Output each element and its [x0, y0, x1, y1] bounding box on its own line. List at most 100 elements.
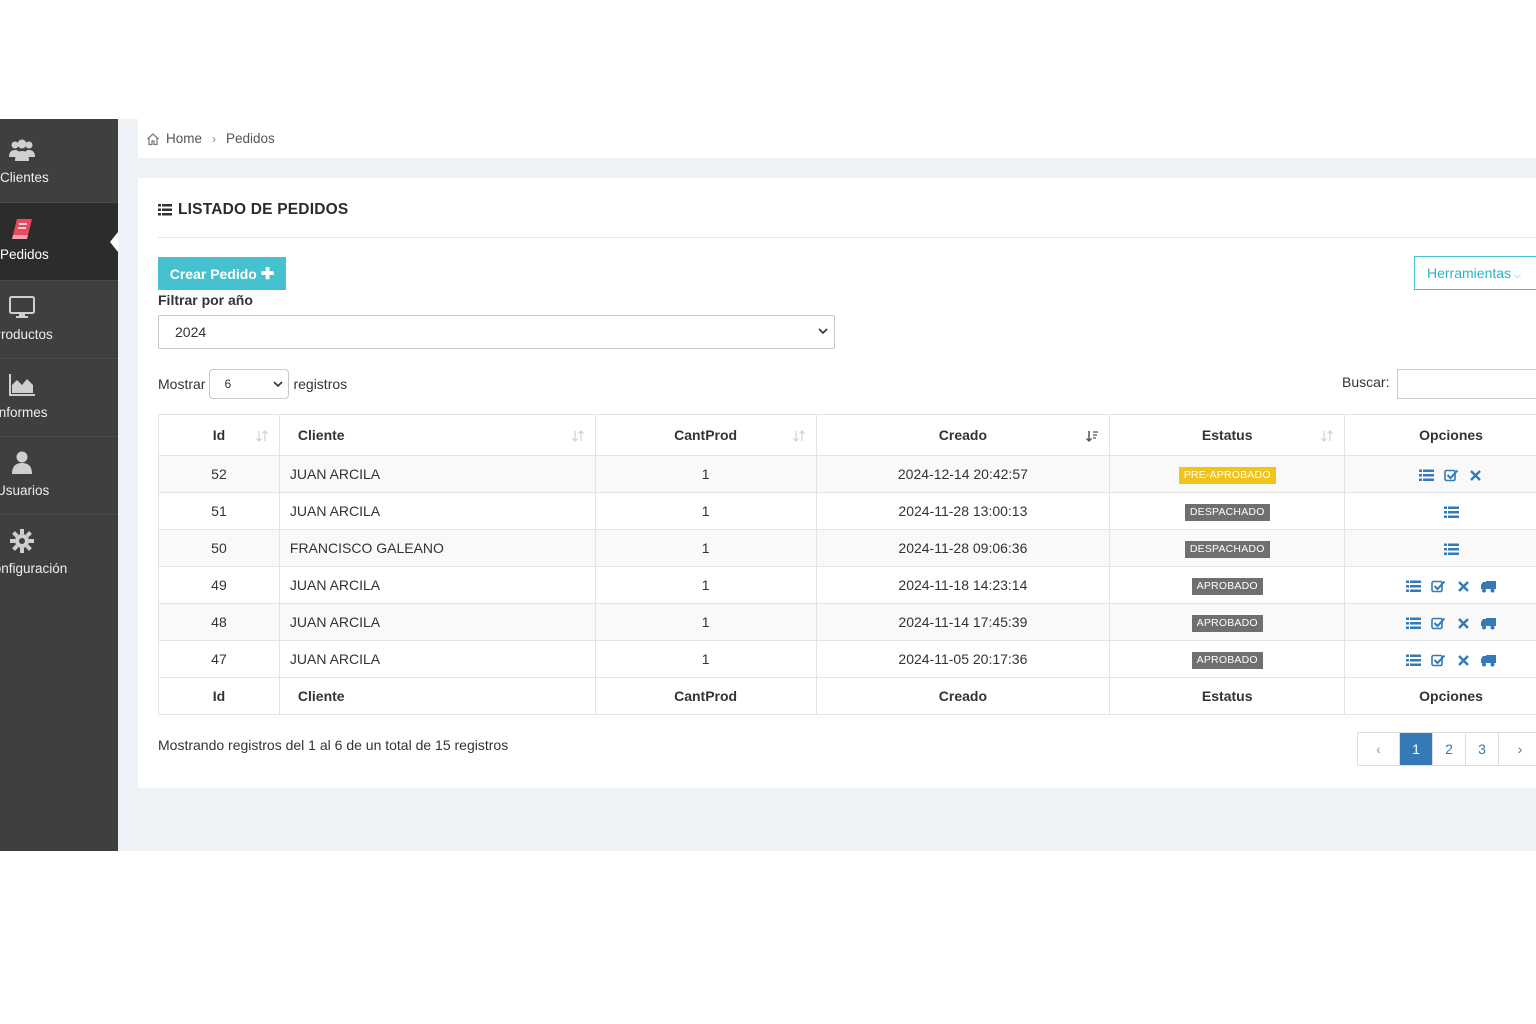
sidebar-item-productos[interactable]: Productos	[0, 281, 118, 359]
gear-icon	[10, 529, 34, 553]
breadcrumb-home-link[interactable]: Home	[166, 131, 203, 146]
book-icon	[12, 219, 32, 239]
chevron-down-icon: ⌵	[1514, 270, 1521, 280]
view-details-icon[interactable]	[1443, 543, 1459, 556]
view-details-icon[interactable]	[1406, 580, 1422, 593]
column-header-estatus[interactable]: Estatus	[1109, 414, 1346, 456]
cell-estatus: DESPACHADO	[1109, 529, 1346, 567]
column-header-id[interactable]: Id	[158, 414, 280, 456]
view-details-icon[interactable]	[1406, 617, 1422, 630]
cell-cantprod: 1	[594, 603, 817, 641]
cell-cliente: JUAN ARCILA	[278, 566, 596, 604]
year-filter-select[interactable]: 2024	[158, 315, 835, 349]
cell-cliente: JUAN ARCILA	[278, 492, 596, 530]
sidebar-item-label: Clientes	[0, 170, 49, 185]
table-row: 51 JUAN ARCILA 1 2024-11-28 13:00:13 DES…	[158, 492, 1536, 530]
sidebar-item-informes[interactable]: Informes	[0, 359, 118, 437]
footer-estatus: Estatus	[1109, 677, 1346, 715]
sidebar-item-label: Usuarios	[0, 483, 50, 498]
pagination-page-3[interactable]: 3	[1466, 733, 1499, 765]
sort-icon	[571, 430, 584, 442]
tools-label: Herramientas	[1427, 265, 1512, 281]
cancel-icon[interactable]	[1456, 580, 1471, 593]
column-label: Creado	[938, 427, 988, 443]
cell-estatus: DESPACHADO	[1109, 492, 1346, 530]
sidebar-item-usuarios[interactable]: Usuarios	[0, 437, 118, 515]
cell-estatus: PRE-APROBADO	[1109, 455, 1346, 493]
approve-icon[interactable]	[1431, 654, 1446, 667]
view-details-icon[interactable]	[1443, 506, 1459, 519]
truck-icon[interactable]	[1480, 654, 1496, 667]
cell-creado: 2024-11-14 17:45:39	[815, 603, 1111, 641]
view-details-icon[interactable]	[1406, 654, 1422, 667]
sidebar-menu: Clientes Pedidos Productos Informes	[0, 119, 118, 851]
pagination-next-button[interactable]: ›	[1499, 733, 1536, 765]
cell-opciones	[1344, 640, 1536, 678]
cell-cliente: JUAN ARCILA	[278, 455, 596, 493]
users-icon	[9, 139, 35, 161]
column-label: Estatus	[1201, 427, 1253, 443]
cell-cantprod: 1	[594, 640, 817, 678]
sidebar-item-clientes[interactable]: Clientes	[0, 119, 118, 203]
column-label: Opciones	[1419, 427, 1483, 443]
cell-creado: 2024-12-14 20:42:57	[815, 455, 1111, 493]
approve-icon[interactable]	[1431, 617, 1446, 630]
page-length-control: Mostrar 6 registros	[158, 369, 347, 399]
cell-id: 49	[158, 566, 280, 604]
cell-opciones	[1344, 566, 1536, 604]
tools-dropdown-button[interactable]: Herramientas ⌵	[1414, 256, 1536, 290]
column-label: CantProd	[674, 427, 738, 443]
sort-icon	[255, 430, 268, 442]
sidebar-item-pedidos[interactable]: Pedidos	[0, 203, 118, 281]
approve-icon[interactable]	[1443, 469, 1459, 482]
sidebar-item-label: Productos	[0, 327, 53, 342]
pagination-page-2[interactable]: 2	[1433, 733, 1466, 765]
view-details-icon[interactable]	[1418, 469, 1434, 482]
footer-cantprod: CantProd	[594, 677, 817, 715]
truck-icon[interactable]	[1480, 580, 1496, 593]
footer-opciones: Opciones	[1344, 677, 1536, 715]
cancel-icon[interactable]	[1468, 469, 1483, 482]
cell-creado: 2024-11-28 13:00:13	[815, 492, 1111, 530]
pagination-page-1[interactable]: 1	[1400, 733, 1433, 765]
cell-estatus: APROBADO	[1109, 640, 1346, 678]
cell-id: 51	[158, 492, 280, 530]
cell-cantprod: 1	[594, 455, 817, 493]
table-header-row: Id Cliente CantProd Creado Estatus Opcio…	[158, 414, 1536, 456]
page-length-select[interactable]: 6	[209, 369, 290, 399]
create-order-label: Crear Pedido	[169, 265, 257, 282]
cancel-icon[interactable]	[1456, 654, 1471, 667]
truck-icon[interactable]	[1480, 617, 1496, 630]
column-header-cliente[interactable]: Cliente	[278, 414, 596, 456]
sort-icon	[792, 430, 805, 442]
cell-cliente: JUAN ARCILA	[278, 603, 596, 641]
pagination-prev-button[interactable]: ‹	[1358, 733, 1400, 765]
breadcrumb-separator-icon: ›	[212, 131, 217, 146]
column-header-cantprod[interactable]: CantProd	[594, 414, 817, 456]
status-badge: DESPACHADO	[1184, 540, 1270, 558]
status-badge: DESPACHADO	[1184, 503, 1270, 521]
column-header-creado[interactable]: Creado	[815, 414, 1111, 456]
chevron-down-icon	[818, 328, 828, 335]
approve-icon[interactable]	[1431, 580, 1446, 593]
table-row: 49 JUAN ARCILA 1 2024-11-18 14:23:14 APR…	[158, 566, 1536, 604]
records-label: registros	[293, 376, 348, 392]
sort-icon	[1321, 430, 1334, 442]
create-order-button[interactable]: Crear Pedido ✚	[158, 257, 286, 290]
home-icon[interactable]	[146, 132, 160, 146]
table-footer-row: Id Cliente CantProd Creado Estatus Opcio…	[158, 677, 1536, 715]
cell-id: 50	[158, 529, 280, 567]
orders-panel: LISTADO DE PEDIDOS Crear Pedido ✚ Herram…	[138, 178, 1536, 788]
cell-id: 52	[158, 455, 280, 493]
cell-id: 48	[158, 603, 280, 641]
cell-estatus: APROBADO	[1109, 603, 1346, 641]
pagination: ‹ 1 2 3 ›	[1357, 732, 1536, 766]
search-input[interactable]	[1397, 369, 1536, 399]
status-badge: APROBADO	[1191, 577, 1263, 595]
user-icon	[12, 451, 32, 474]
cancel-icon[interactable]	[1456, 617, 1471, 630]
sidebar-item-configuracion[interactable]: Configuración	[0, 515, 118, 593]
column-label: Id	[212, 427, 226, 443]
footer-creado: Creado	[815, 677, 1111, 715]
status-badge: APROBADO	[1191, 614, 1263, 632]
